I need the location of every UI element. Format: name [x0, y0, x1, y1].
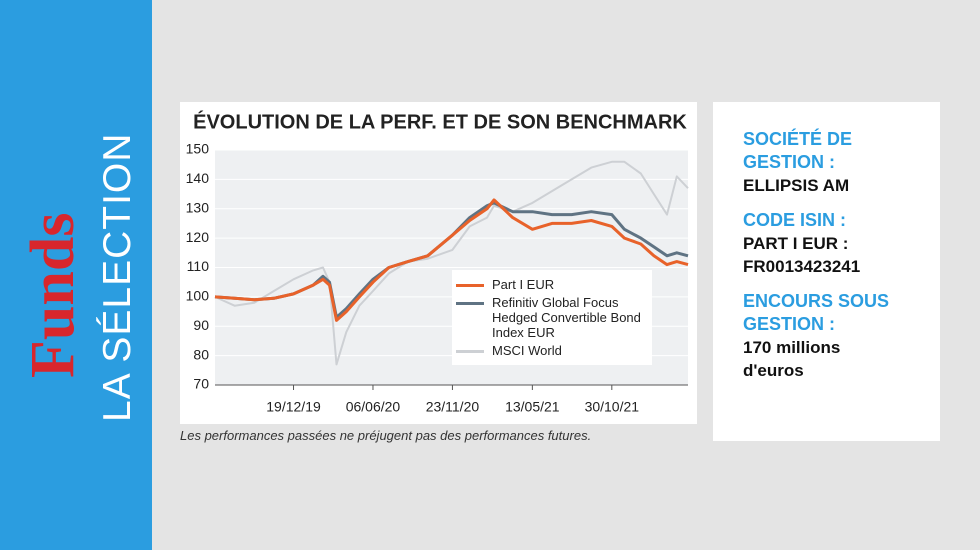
- series-line: [214, 160, 689, 366]
- y-tick-label: 70: [193, 376, 209, 392]
- x-tick-label: 30/10/21: [585, 399, 640, 415]
- legend-label: MSCI World: [492, 343, 562, 358]
- footnote: Les performances passées ne préjugent pa…: [180, 428, 592, 443]
- info-label: ENCOURS SOUS GESTION :: [743, 291, 890, 334]
- y-tick-label: 120: [186, 229, 210, 245]
- x-tick-label: 06/06/20: [346, 399, 401, 415]
- y-tick-label: 90: [193, 317, 209, 333]
- y-tick-label: 110: [187, 258, 210, 274]
- y-tick-label: 150: [186, 141, 210, 157]
- x-tick-label: 19/12/19: [266, 399, 321, 415]
- legend-swatch: [456, 302, 484, 305]
- legend-label: Part I EUR: [492, 277, 555, 292]
- y-tick-label: 130: [186, 199, 210, 215]
- x-tick-label: 13/05/21: [505, 399, 560, 415]
- legend-label: Refinitiv Global Focus Hedged Convertibl…: [492, 295, 641, 340]
- info-value: 170 millions d'euros: [743, 338, 841, 380]
- legend-item: Part I EUR: [452, 277, 652, 292]
- legend-swatch: [456, 350, 484, 353]
- y-tick-label: 140: [186, 170, 210, 186]
- y-tick-label: 100: [186, 288, 210, 304]
- legend-item: Refinitiv Global Focus Hedged Convertibl…: [452, 295, 652, 340]
- info-value: ELLIPSIS AM: [743, 176, 850, 195]
- info-label: SOCIÉTÉ DE GESTION :: [743, 129, 853, 172]
- series-line: [214, 198, 689, 322]
- chart-title: ÉVOLUTION DE LA PERF. ET DE SON BENCHMAR…: [193, 110, 687, 133]
- legend-swatch: [456, 284, 484, 287]
- info-label: CODE ISIN :: [743, 210, 847, 230]
- info-value: PART I EUR : FR0013423241: [743, 234, 861, 276]
- y-tick-label: 80: [193, 346, 209, 362]
- legend-item: MSCI World: [452, 343, 652, 358]
- info-panel: SOCIÉTÉ DE GESTION : ELLIPSIS AM CODE ISIN…: [713, 102, 940, 441]
- sidebar: Funds LA SÉLECTION: [0, 0, 152, 550]
- x-tick-label: 23/11/20: [426, 399, 480, 415]
- legend: Part I EUR Refinitiv Global Focus Hedged …: [452, 270, 652, 365]
